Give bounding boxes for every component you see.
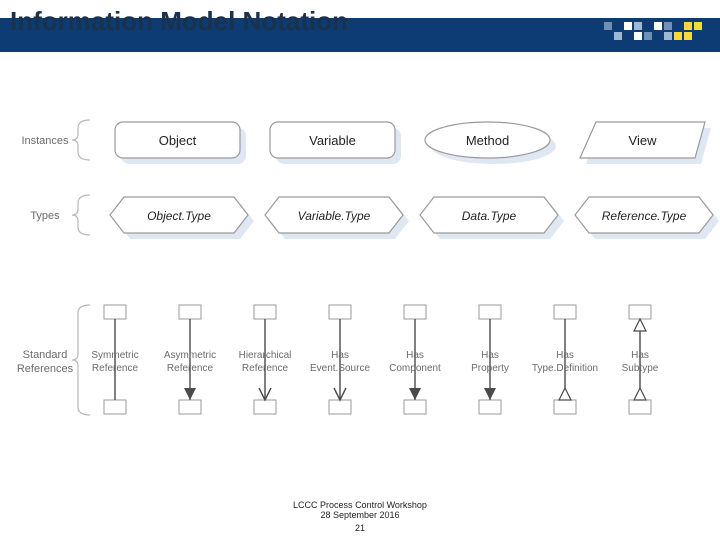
reference-notation: Symmetric Reference <box>91 305 138 414</box>
type-shape: Reference.Type <box>575 197 719 239</box>
svg-text:Method: Method <box>466 133 509 148</box>
footer-line-1: LCCC Process Control Workshop <box>0 500 720 511</box>
svg-text:Has: Has <box>481 350 499 361</box>
svg-text:Asymmetric: Asymmetric <box>164 350 216 361</box>
reference-notation: Has Event.Source <box>310 305 370 414</box>
svg-text:Has: Has <box>406 350 424 361</box>
svg-text:Variable: Variable <box>309 133 356 148</box>
svg-text:Component: Component <box>389 363 441 374</box>
footer-line-2: 28 September 2016 <box>0 510 720 521</box>
reference-notation: Asymmetric Reference <box>164 305 216 414</box>
svg-text:View: View <box>629 133 658 148</box>
svg-text:Has: Has <box>631 350 649 361</box>
instance-shape: View <box>580 122 711 164</box>
svg-text:Standard: Standard <box>23 349 68 361</box>
svg-text:Hierarchical: Hierarchical <box>239 350 292 361</box>
instance-shape: Object <box>115 122 246 164</box>
svg-text:Symmetric: Symmetric <box>91 350 138 361</box>
svg-text:Instances: Instances <box>21 135 69 147</box>
svg-text:Variable.Type: Variable.Type <box>298 209 371 223</box>
svg-text:Type.Definition: Type.Definition <box>532 363 598 374</box>
title-bar: Information Model Notation <box>0 0 720 54</box>
reference-notation: Has Component <box>389 305 441 414</box>
svg-text:Reference: Reference <box>167 363 214 374</box>
svg-text:Subtype: Subtype <box>622 363 659 374</box>
type-shape: Object.Type <box>110 197 254 239</box>
svg-text:Object: Object <box>159 133 197 148</box>
reference-notation: Hierarchical Reference <box>239 305 292 414</box>
page-title: Information Model Notation <box>10 6 348 37</box>
reference-notation: Has Type.Definition <box>532 305 598 414</box>
svg-text:Reference: Reference <box>242 363 289 374</box>
page-number: 21 <box>0 523 720 534</box>
type-shape: Data.Type <box>420 197 564 239</box>
svg-text:Property: Property <box>471 363 509 374</box>
svg-text:References: References <box>17 363 74 375</box>
svg-text:Has: Has <box>556 350 574 361</box>
instance-shape: Method <box>425 122 556 164</box>
svg-text:Has: Has <box>331 350 349 361</box>
type-shape: Variable.Type <box>265 197 409 239</box>
svg-text:Data.Type: Data.Type <box>462 209 517 223</box>
footer: LCCC Process Control Workshop 28 Septemb… <box>0 500 720 534</box>
reference-notation: Has Subtype <box>622 305 659 414</box>
reference-notation: Has Property <box>471 305 509 414</box>
pixel-decoration <box>604 14 714 54</box>
instance-shape: Variable <box>270 122 401 164</box>
svg-text:Reference.Type: Reference.Type <box>602 209 687 223</box>
diagram-stage: Instances Types Standard References Object Va… <box>0 70 720 490</box>
svg-text:Object.Type: Object.Type <box>147 209 211 223</box>
notation-diagram: Instances Types Standard References Object Va… <box>0 70 720 490</box>
svg-text:Types: Types <box>30 210 60 222</box>
svg-text:Reference: Reference <box>92 363 139 374</box>
svg-text:Event.Source: Event.Source <box>310 363 370 374</box>
